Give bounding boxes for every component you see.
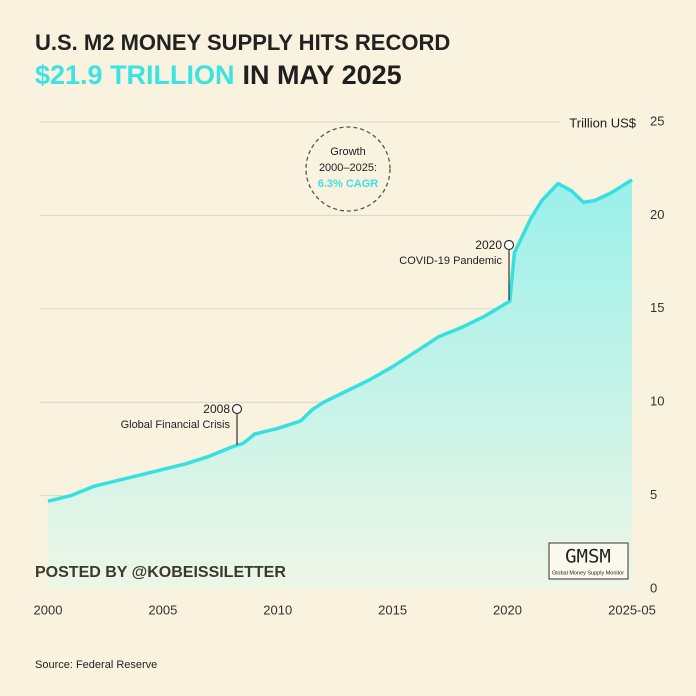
area — [48, 179, 632, 589]
y-axis-label: Trillion US$ — [569, 115, 636, 130]
x-tick-label: 2025-05 — [608, 602, 656, 617]
y-tick-label: 25 — [650, 113, 664, 128]
line — [47, 178, 633, 503]
annotation-year: 2020 — [475, 238, 502, 252]
annotation-dot — [231, 403, 243, 415]
source: Source: Federal Reserve — [35, 659, 157, 671]
annotation-text: Global Financial Crisis — [121, 419, 231, 431]
plot: 0 5 10 15 20 25 2000 2005 2010 2015 2020 2025-05 200… — [34, 113, 665, 617]
y-tick-label: 15 — [650, 300, 664, 315]
y-tick-label: 20 — [650, 207, 664, 222]
x-tick-label: 2010 — [263, 602, 292, 617]
logo-subtitle: Global Money Supply Monitor — [552, 570, 624, 576]
x-tick-label: 2020 — [493, 602, 522, 617]
x-tick-label: 2000 — [34, 602, 63, 617]
callout-line: 2000–2025: — [319, 162, 377, 174]
logo-box — [548, 542, 629, 580]
callout-highlight: 6.3% CAGR — [318, 178, 379, 190]
chart-subtitle: $21.9 TRILLION IN MAY 2025 — [35, 60, 402, 90]
chart-title: U.S. M2 MONEY SUPPLY HITS RECORD — [35, 30, 450, 55]
logo: GMSM — [565, 546, 611, 568]
callout-circle — [305, 126, 391, 212]
subtitle-highlight: $21.9 TRILLION — [35, 60, 235, 90]
x-tick-label: 2015 — [378, 602, 407, 617]
credit: POSTED BY @KOBEISSILETTER — [35, 564, 286, 581]
annotation-dot — [503, 239, 515, 251]
subtitle-rest: IN MAY 2025 — [243, 60, 402, 90]
callout-line: Growth — [330, 146, 365, 158]
y-tick-label: 0 — [650, 580, 657, 595]
y-tick-label: 5 — [650, 487, 657, 502]
annotation-year: 2008 — [203, 402, 230, 416]
y-tick-label: 10 — [650, 394, 664, 409]
annotation-text: COVID-19 Pandemic — [399, 255, 502, 267]
x-tick-label: 2005 — [148, 602, 177, 617]
